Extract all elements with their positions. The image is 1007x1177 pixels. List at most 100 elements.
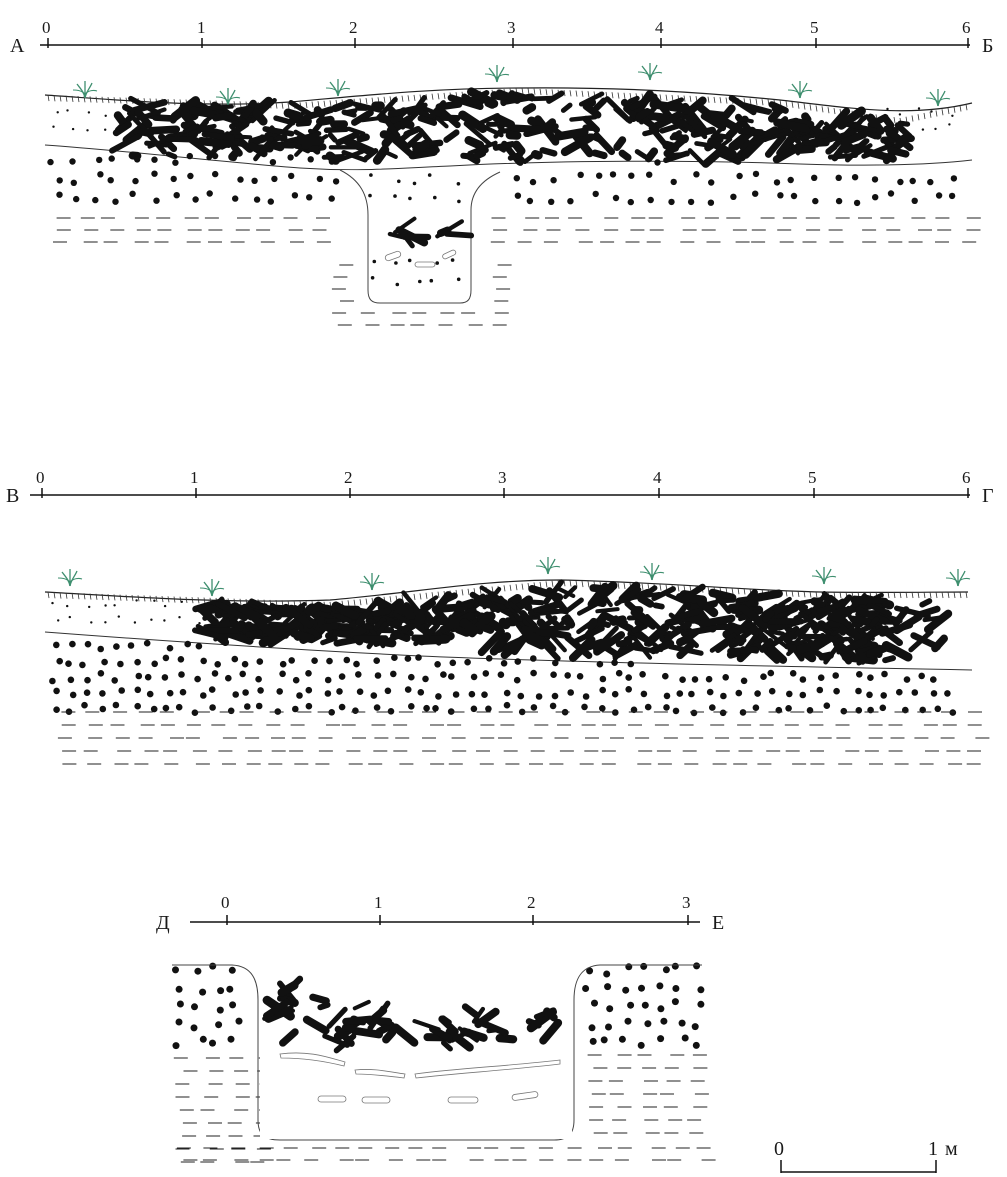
stone (417, 633, 430, 646)
stone (789, 143, 801, 156)
gravel-dot (625, 686, 632, 693)
gravel-dot (373, 704, 381, 711)
gravel-dot (514, 658, 522, 665)
stone (737, 127, 765, 136)
gravel-dot (644, 703, 652, 711)
stone (560, 102, 573, 113)
stone (372, 145, 390, 165)
turf-tick (947, 107, 950, 115)
gravel-dot (230, 154, 237, 162)
gravel-dot (550, 177, 557, 184)
gravel-dot (879, 704, 887, 712)
stone (565, 597, 584, 613)
stone (783, 631, 796, 644)
stone (586, 617, 598, 631)
gravel-dot (56, 657, 63, 665)
turf-tick (575, 580, 578, 587)
stone (263, 1005, 292, 1023)
stone (459, 618, 480, 635)
gravel-dot (530, 669, 537, 677)
stone (760, 626, 789, 649)
stone (447, 94, 484, 110)
turf-tick (413, 94, 416, 101)
turf-tick (287, 102, 290, 110)
gravel-dot (930, 110, 933, 113)
stone (387, 133, 414, 158)
gravel-dot (434, 661, 441, 668)
stone (215, 600, 248, 622)
stone (908, 629, 934, 653)
gravel-dot (449, 659, 457, 667)
gravel-dot (949, 709, 957, 716)
turf-tick (239, 101, 242, 108)
gravel-dot (369, 173, 373, 177)
stone (360, 115, 384, 123)
gravel-dot (654, 159, 661, 166)
turf-tick (569, 580, 572, 587)
gravel-dot (871, 176, 879, 183)
stone (507, 151, 524, 161)
turf-tick (329, 100, 332, 107)
gravel-dot (97, 171, 104, 178)
gravel-dot (70, 179, 78, 186)
turf-tick (77, 593, 80, 600)
stone (473, 149, 487, 160)
gravel-dot (227, 1035, 235, 1043)
stone (681, 583, 706, 602)
turf-tick (941, 109, 944, 116)
stone (818, 651, 834, 661)
stone (461, 1003, 479, 1018)
turf-tick (233, 101, 236, 108)
gravel-dot (415, 654, 422, 661)
stone (528, 585, 564, 602)
gravel-dot (228, 966, 236, 974)
stone (676, 634, 693, 647)
gravel-dot (269, 159, 277, 166)
turf-tick (545, 89, 548, 96)
turf-tick (887, 591, 890, 599)
stone (505, 130, 522, 140)
gravel-dot (257, 687, 264, 694)
stone (322, 1033, 350, 1048)
stone (134, 107, 167, 122)
gravel-dot (603, 970, 611, 978)
turf-tick (65, 592, 68, 599)
tick-label: 2 (349, 18, 358, 37)
gravel-dot (56, 111, 59, 114)
stone (587, 582, 610, 609)
stone (836, 636, 850, 643)
gravel-dot (69, 158, 76, 165)
turf-tick (761, 99, 764, 106)
turf-tick (443, 92, 446, 100)
turf-tick (185, 596, 188, 604)
gravel-dots-vg (49, 599, 957, 717)
gravel-dot (564, 672, 571, 679)
gravel-dot (198, 622, 201, 625)
gravel-dot (930, 690, 938, 697)
stone (734, 625, 758, 645)
tick-label: 3 (682, 893, 691, 912)
gravel-dot (200, 657, 207, 665)
plant-icon (57, 569, 83, 587)
turf-tick (419, 593, 422, 600)
stone (742, 102, 773, 114)
turf-tick (125, 594, 128, 601)
tick-label: 4 (653, 468, 662, 487)
gravel-dot (96, 156, 103, 164)
tick-label: 2 (344, 468, 353, 487)
gravel-dot (287, 154, 294, 161)
gravel-dot (719, 709, 727, 717)
gravel-dot (708, 179, 715, 186)
stone (387, 104, 425, 118)
section-start-label: А (10, 35, 25, 57)
gravel-dot (897, 178, 904, 186)
gravel-dot (457, 199, 461, 204)
gravel-dot (404, 655, 412, 662)
gravel-dot (663, 692, 671, 700)
turf-tick (119, 594, 122, 601)
turf-tick (503, 585, 506, 592)
stone (644, 147, 659, 163)
gravel-dot (328, 195, 335, 202)
stone (320, 635, 338, 646)
topsoil-boundary (44, 144, 973, 171)
